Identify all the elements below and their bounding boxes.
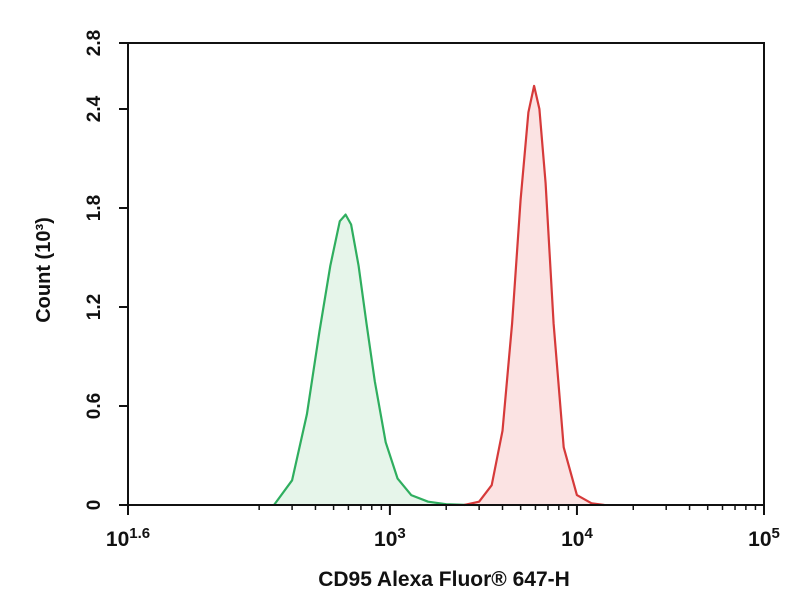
x-tick-label: 101.6 bbox=[106, 525, 150, 551]
y-tick-label: 2.4 bbox=[84, 95, 105, 122]
series-layer bbox=[273, 84, 605, 507]
x-axis-title: CD95 Alexa Fluor® 647-H bbox=[318, 568, 570, 591]
y-tick-label: 0.6 bbox=[84, 393, 105, 419]
plot-frame bbox=[127, 42, 765, 506]
y-axis-title: Count (10³) bbox=[33, 217, 55, 323]
series-1-line bbox=[273, 213, 480, 507]
x-tick-label: 103 bbox=[374, 525, 406, 551]
x-axis: 101.6 103 104 105 bbox=[106, 505, 780, 551]
series-1-fill bbox=[274, 214, 480, 505]
series-2-line bbox=[464, 84, 605, 507]
x-tick-label: 104 bbox=[561, 525, 593, 551]
y-tick-label: 0 bbox=[84, 500, 105, 511]
y-axis: 0 0.6 1.2 1.8 2.4 2.8 bbox=[84, 30, 128, 511]
x-tick-label: 105 bbox=[748, 525, 780, 551]
y-tick-label: 1.8 bbox=[84, 195, 105, 221]
series-2-fill bbox=[464, 85, 605, 506]
y-tick-label: 2.8 bbox=[84, 30, 105, 56]
y-tick-label: 1.2 bbox=[84, 294, 105, 320]
